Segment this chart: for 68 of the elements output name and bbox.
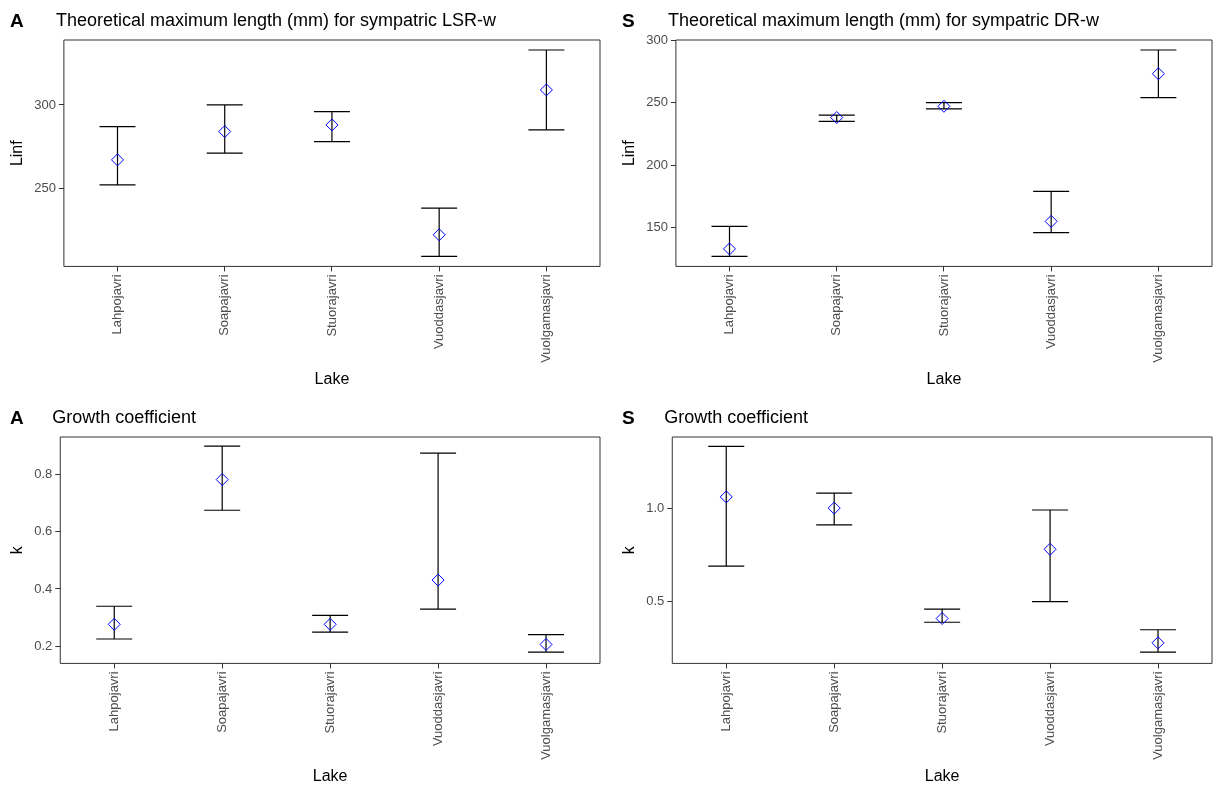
x-tick-label: Vuoddasjavri [429,671,445,747]
x-tick-label: Vuoddasjavri [1042,274,1058,350]
chart-title: Growth coefficient [664,406,809,427]
text: A [10,406,24,428]
y-tick-label: 200 [646,156,668,172]
y-axis-title: Linf [8,139,26,167]
y-tick-label: 0.4 [34,580,53,596]
x-axis-title: Lake [926,369,962,387]
x-tick-label: Lahpojavri [721,274,737,335]
y-axis-title: k [8,545,26,555]
y-tick-label: 1.0 [646,499,665,515]
x-tick-label: Soapajavri [828,274,844,336]
x-tick-label: Stuorajavri [323,274,339,337]
chart-title: Theoretical maximum length (mm) for sympatric DR-w [667,9,1100,30]
y-axis-title: k [620,545,638,555]
x-tick-label: Soapajavri [213,671,229,733]
y-tick-label: 300 [646,31,668,47]
x-tick-label: Lahpojavri [717,671,733,732]
y-axis-title: Linf [620,139,638,167]
y-tick-label: 0.6 [34,523,53,539]
x-tick-label: Vuolgamasjavri [1149,671,1165,760]
x-tick-label: Soapajavri [825,671,841,733]
text: S [622,406,635,428]
point [935,612,949,625]
x-axis-title: Lake [314,369,350,387]
x-tick-label: Vuolgamasjavri [537,671,553,760]
y-tick-label: 150 [646,219,668,235]
x-axis-title: Lake [924,766,960,784]
x-tick-label: Vuolgamasjavri [537,274,553,363]
x-tick-label: Vuoddasjavri [430,274,446,350]
point [539,637,553,651]
point [830,111,844,125]
point [215,473,229,487]
chart-title: Growth coefficient [52,406,197,427]
chart-title: Theoretical maximum length (mm) for sympatric LSR-w [55,9,497,30]
y-tick-label: 250 [34,179,56,195]
point [539,83,553,97]
point [325,118,339,132]
point [218,125,232,139]
x-tick-label: Lahpojavri [109,274,125,335]
x-tick-label: Stuorajavri [935,274,951,337]
x-tick-label: Vuoddasjavri [1041,671,1057,747]
y-tick-label: 300 [34,96,56,112]
x-tick-label: Stuorajavri [933,671,949,734]
point [431,573,445,587]
y-tick-label: 0.2 [34,638,53,654]
text: S [622,9,635,31]
point [937,99,951,113]
point [323,617,337,631]
point [432,228,446,242]
y-tick-label: 0.8 [34,465,53,481]
point [723,242,736,256]
x-tick-label: Soapajavri [216,274,232,336]
point [1151,636,1165,650]
point [1043,542,1057,556]
point [107,617,121,631]
y-tick-label: 250 [646,94,668,110]
x-tick-label: Vuolgamasjavri [1149,274,1165,363]
point [827,501,841,515]
point [1151,67,1165,81]
x-tick-label: Stuorajavri [321,671,337,734]
text: A [10,9,24,31]
point [111,153,124,167]
x-axis-title: Lake [312,766,348,784]
point [1044,214,1058,228]
x-tick-label: Lahpojavri [105,671,121,732]
y-tick-label: 0.5 [646,593,665,609]
point [719,490,733,504]
